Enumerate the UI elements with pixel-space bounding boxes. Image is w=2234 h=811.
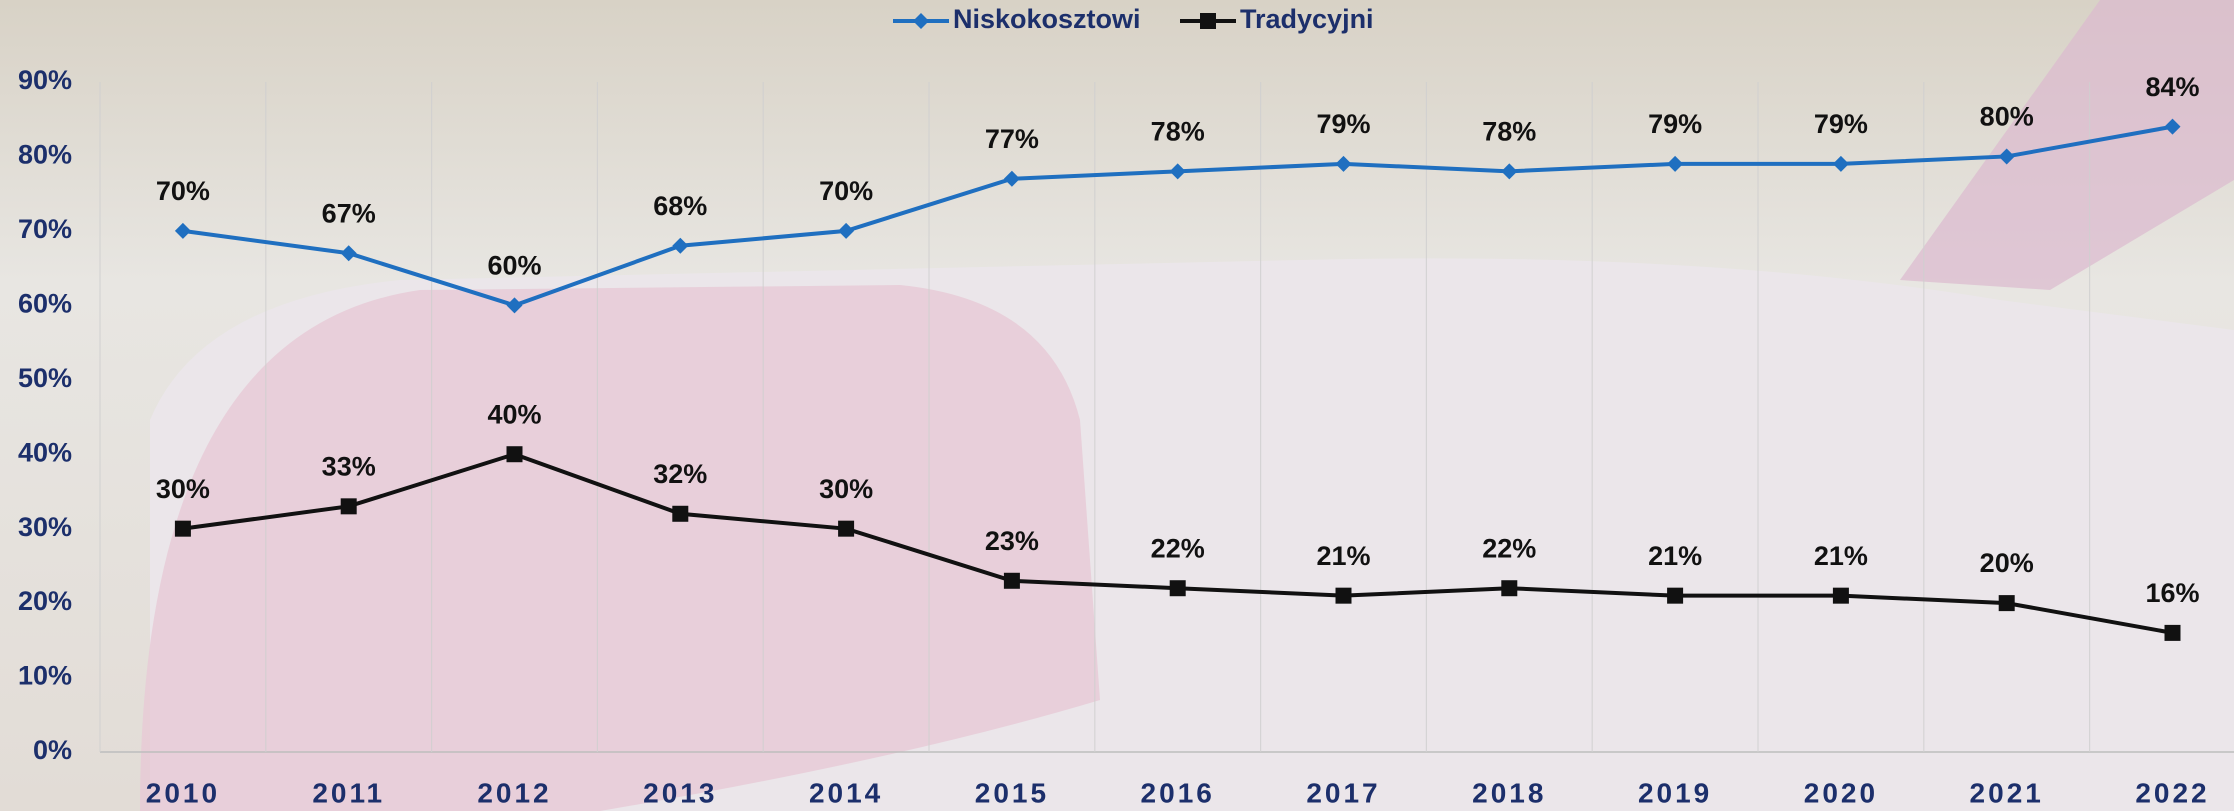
x-tick-label: 2011 xyxy=(312,777,385,808)
x-tick-label: 2013 xyxy=(643,777,717,808)
data-label: 21% xyxy=(1814,541,1868,571)
y-tick-label: 60% xyxy=(18,288,72,318)
y-tick-label: 90% xyxy=(18,65,72,95)
data-label: 79% xyxy=(1814,109,1868,139)
point xyxy=(175,521,191,537)
data-label: 67% xyxy=(322,198,376,228)
data-label: 70% xyxy=(156,176,210,206)
x-tick-label: 2014 xyxy=(809,777,883,808)
data-label: 80% xyxy=(1980,102,2034,132)
y-tick-label: 70% xyxy=(18,214,72,244)
data-label: 68% xyxy=(653,191,707,221)
point xyxy=(2165,625,2181,641)
point xyxy=(341,498,357,514)
data-label: 79% xyxy=(1316,109,1370,139)
data-label: 30% xyxy=(156,474,210,504)
x-tick-label: 2022 xyxy=(2135,777,2209,808)
data-label: 70% xyxy=(819,176,873,206)
legend-label: Tradycyjni xyxy=(1240,4,1374,34)
data-label: 22% xyxy=(1482,533,1536,563)
point xyxy=(672,506,688,522)
data-label: 60% xyxy=(487,250,541,280)
data-label: 21% xyxy=(1648,541,1702,571)
point xyxy=(1336,588,1352,604)
point xyxy=(1999,595,2015,611)
x-tick-label: 2010 xyxy=(146,777,220,808)
data-label: 16% xyxy=(2145,578,2199,608)
data-label: 33% xyxy=(322,451,376,481)
data-label: 22% xyxy=(1151,533,1205,563)
point xyxy=(838,521,854,537)
y-tick-label: 20% xyxy=(18,586,72,616)
x-tick-label: 2021 xyxy=(1970,777,2044,808)
x-tick-label: 2012 xyxy=(477,777,551,808)
point xyxy=(1200,13,1216,29)
point xyxy=(507,446,523,462)
y-tick-label: 80% xyxy=(18,140,72,170)
x-tick-label: 2017 xyxy=(1306,777,1380,808)
data-label: 84% xyxy=(2145,72,2199,102)
y-tick-label: 40% xyxy=(18,437,72,467)
point xyxy=(1170,580,1186,596)
point xyxy=(1501,580,1517,596)
data-label: 40% xyxy=(487,399,541,429)
data-label: 78% xyxy=(1151,116,1205,146)
background-plane-nose xyxy=(140,285,1100,811)
data-label: 23% xyxy=(985,526,1039,556)
data-label: 30% xyxy=(819,474,873,504)
page: 0% 10% 20% 30% 40% 50% 60% 70% 80% 90% 2010 2011 201… xyxy=(0,0,2234,811)
data-label: 77% xyxy=(985,124,1039,154)
x-tick-label: 2016 xyxy=(1141,777,1215,808)
point xyxy=(1833,588,1849,604)
data-label: 79% xyxy=(1648,109,1702,139)
data-label: 32% xyxy=(653,459,707,489)
data-label: 78% xyxy=(1482,116,1536,146)
y-tick-label: 30% xyxy=(18,512,72,542)
point xyxy=(1667,588,1683,604)
data-label: 21% xyxy=(1316,541,1370,571)
x-tick-label: 2020 xyxy=(1804,777,1878,808)
x-tick-label: 2018 xyxy=(1472,777,1546,808)
x-tick-label: 2019 xyxy=(1638,777,1712,808)
data-label: 20% xyxy=(1980,548,2034,578)
y-tick-label: 0% xyxy=(33,735,72,765)
x-tick-label: 2015 xyxy=(975,777,1049,808)
chart: 0% 10% 20% 30% 40% 50% 60% 70% 80% 90% 2010 2011 201… xyxy=(0,0,2234,811)
y-tick-label: 50% xyxy=(18,363,72,393)
point xyxy=(1004,573,1020,589)
y-tick-label: 10% xyxy=(18,661,72,691)
legend-label: Niskokosztowi xyxy=(953,4,1141,34)
